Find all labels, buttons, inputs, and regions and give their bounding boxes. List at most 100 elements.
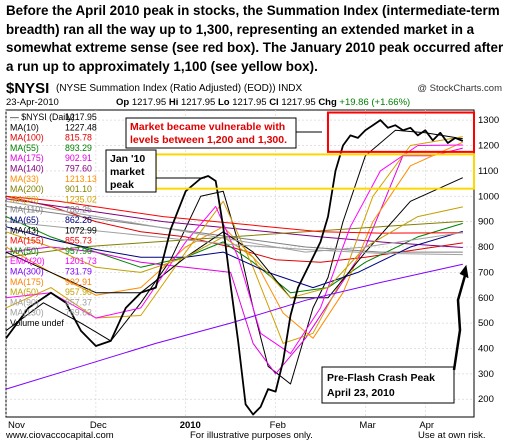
low-value: 1217.95 [232, 97, 267, 108]
jan-peak-line2: market [110, 166, 145, 178]
chart-description: (NYSE Summation Index (Ratio Adjusted) (… [56, 83, 303, 94]
legend-label: MA(50) [10, 287, 39, 297]
legend-value: 902.91 [65, 277, 92, 287]
legend-value: 769.63 [65, 308, 92, 318]
legend-label: MA(130) [10, 308, 44, 318]
legend-value: 862.26 [65, 215, 92, 225]
legend-label: MA(100) [10, 133, 44, 143]
y-tick-label: 1000 [478, 191, 499, 202]
legend: — $NYSI (Daily)1217.95 MA(10) 1227.48 MA(10… [10, 112, 97, 328]
legend-value: 780.25 [65, 205, 92, 215]
legend-value: 901.10 [65, 184, 92, 194]
legend-value: 1072.99 [65, 225, 97, 235]
y-tick-label: 1200 [478, 141, 499, 152]
legend-label: Volume undef [10, 318, 64, 328]
chart-date: 23-Apr-2010 [6, 97, 59, 108]
y-tick-label: 900 [478, 217, 494, 228]
legend-label: MA(50) [10, 246, 39, 256]
x-axis-ticks: Nov Dec 2010 Feb Mar Apr [8, 420, 434, 431]
series-lines [5, 119, 464, 416]
ohlc-readout: Op 1217.95 Hi 1217.95 Lo 1217.95 Cl 1217… [116, 97, 410, 108]
low-label: Lo [217, 97, 230, 108]
ticker-symbol: $NYSI [6, 80, 50, 97]
y-tick-label: 200 [478, 394, 494, 405]
y-tick-label: 600 [478, 293, 494, 304]
legend-label: MA(200) [10, 184, 44, 194]
legend-value: 957.90 [65, 287, 92, 297]
series-line [5, 221, 463, 256]
legend-label: MA(140) [10, 164, 44, 174]
legend-value: 1227.48 [65, 122, 97, 132]
y-tick-label: 500 [478, 318, 494, 329]
x-tick-label: Mar [359, 420, 375, 431]
legend-label: MA(90) [10, 297, 39, 307]
series-line [5, 177, 464, 299]
series-line [5, 195, 463, 234]
series-line [5, 144, 463, 355]
x-tick-label: Apr [419, 420, 434, 431]
legend-value: 902.91 [65, 153, 92, 163]
open-label: Op [116, 97, 130, 108]
legend-label: MA(110) [10, 205, 43, 215]
legend-label: MA(175) [10, 153, 44, 163]
series-line [5, 226, 463, 289]
series-line [5, 119, 464, 416]
grid-lines [5, 110, 474, 417]
red-box-callout-line2: levels between 1,200 and 1,300. [130, 134, 287, 146]
red-highlight-box [326, 111, 476, 153]
chart-header: $NYSI (NYSE Summation Index (Ratio Adjus… [6, 80, 506, 110]
legend-label: EMA(20) [10, 256, 45, 266]
legend-value: 893.29 [65, 143, 92, 153]
footer-note: For illustrative purposes only. [190, 430, 313, 441]
series-line [5, 216, 463, 294]
legend-value: 957.90 [65, 246, 92, 256]
legend-label: MA(175) [10, 277, 44, 287]
red-box-callout-line1: Market became vulnerable with [130, 121, 285, 133]
legend-label: MA(10) [10, 122, 39, 132]
legend-label: MA(55) [10, 143, 39, 153]
series-line [5, 263, 463, 390]
legend-value: 1201.73 [65, 256, 97, 266]
footer-risk: Use at own risk. [418, 430, 486, 441]
legend-label: MA(300) [10, 267, 44, 277]
chg-value: +19.86 (+1.66%) [339, 97, 411, 108]
y-tick-label: 400 [478, 343, 494, 354]
legend-value: 1217.95 [65, 112, 97, 122]
x-tick-label: Nov [8, 420, 25, 431]
legend-value: 815.78 [65, 133, 92, 143]
april-peak-callout [321, 366, 455, 404]
april-peak-line1: Pre-Flash Crash Peak [327, 372, 435, 384]
open-value: 1217.95 [131, 97, 167, 108]
legend-value: 797.60 [65, 164, 92, 174]
x-tick-label: Dec [90, 420, 107, 431]
legend-value: 1235.02 [65, 194, 97, 204]
y-tick-label: 300 [478, 369, 494, 380]
stockcharts-stamp: @ StockCharts.com [417, 83, 502, 94]
x-tick-label: 2010 [180, 420, 201, 431]
april-peak-line2: April 23, 2010 [327, 387, 395, 399]
jan-peak-line1: Jan '10 [110, 153, 145, 165]
legend-value: 1213.13 [65, 174, 97, 184]
legend-label: MA(43) [10, 225, 39, 235]
series-line [5, 198, 463, 248]
legend-label: MA(155) [10, 236, 44, 246]
y-tick-label: 1100 [478, 166, 498, 177]
y-tick-label: 1300 [478, 115, 499, 126]
jan-peak-callout [105, 149, 157, 193]
high-value: 1217.95 [180, 97, 216, 108]
april-peak-arrow [452, 271, 468, 371]
close-label: Cl [269, 97, 279, 108]
red-box-callout [125, 117, 297, 149]
y-tick-label: 800 [478, 242, 494, 253]
footer-site: www.ciovaccocapital.com [6, 430, 114, 441]
chg-label: Chg [318, 97, 337, 108]
series-line [5, 200, 463, 253]
legend-label: MA(33) [10, 174, 39, 184]
legend-value: 731.79 [65, 267, 92, 277]
legend-label: — $NYSI (Daily) [10, 112, 75, 122]
high-label: Hi [168, 97, 179, 108]
series-line [5, 206, 463, 299]
x-tick-label: Feb [270, 420, 286, 431]
legend-label: MA(65) [10, 215, 39, 225]
